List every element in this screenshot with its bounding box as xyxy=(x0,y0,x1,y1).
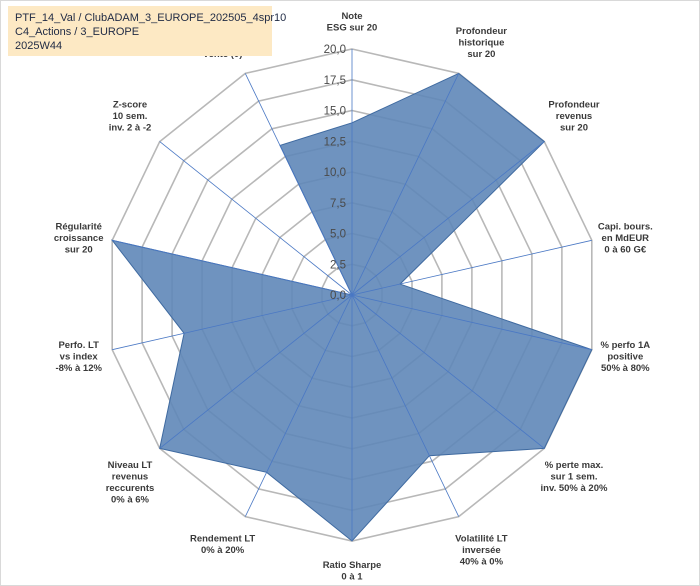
axis-label: Ratio Sharpe 0 à 1 xyxy=(323,560,382,583)
axis-label-line: Z-score xyxy=(113,100,147,111)
axis-label-line: historique xyxy=(458,37,504,48)
axis-label-line: ESG sur 20 xyxy=(327,23,378,34)
axis-label-line: 50% à 80% xyxy=(601,363,650,374)
radar-spoke xyxy=(159,294,353,449)
radar-spoke xyxy=(351,239,592,296)
axis-label-line: positive xyxy=(607,351,643,362)
radar-spoke xyxy=(351,294,460,517)
radial-tick-label: 5,0 xyxy=(330,229,346,241)
axis-label-line: sur 20 xyxy=(65,245,93,256)
axis-label-line: en MdEUR xyxy=(602,233,650,244)
axis-label-line: croissance xyxy=(54,233,104,244)
radial-tick-label: 0,0 xyxy=(330,290,346,302)
radar-spoke xyxy=(112,294,353,351)
axis-label: % perte max. sur 1 sem. inv. 50% à 20% xyxy=(541,460,608,494)
axis-label: Régularité croissance sur 20 xyxy=(54,222,104,256)
radial-tick-label: 10,0 xyxy=(324,167,346,179)
axis-label-line: revenus xyxy=(556,111,592,122)
axis-label-line: sur 20 xyxy=(560,123,588,134)
axis-label: Perfo. LT vs index -8% à 12% xyxy=(55,340,102,374)
portfolio-title-box: PTF_14_Val / ClubADAM_3_EUROPE_202505_4s… xyxy=(8,6,286,56)
axis-label-line: Niveau LT xyxy=(108,460,153,471)
axis-label-line: 0% à 20% xyxy=(201,545,245,556)
radial-tick-label: 12,5 xyxy=(324,136,346,148)
axis-label-line: % perfo 1A xyxy=(600,340,650,351)
axis-label: Capi. bours. en MdEUR 0 à 60 G€ xyxy=(598,222,653,256)
axis-label: Rendement LT 0% à 20% xyxy=(190,534,255,557)
axis-label-line: inv. 50% à 20% xyxy=(541,483,608,494)
axis-label-line: 0 à 60 G€ xyxy=(604,245,646,256)
axis-label-line: % perte max. xyxy=(545,460,604,471)
axis-label: Profondeur historique sur 20 xyxy=(456,26,507,60)
radar-spoke xyxy=(351,141,545,296)
axis-label-line: sur 1 sem. xyxy=(551,471,598,482)
axis-label-line: -8% à 12% xyxy=(55,363,102,374)
radial-tick-label: 7,5 xyxy=(330,198,346,210)
portfolio-title-line: PTF_14_Val / ClubADAM_3_EUROPE_202505_4s… xyxy=(15,12,287,24)
axis-label-line: Ratio Sharpe xyxy=(323,560,382,571)
axis-label-line: reccurents xyxy=(106,483,155,494)
axis-label-line: 0% à 6% xyxy=(111,494,150,505)
radar-spokes xyxy=(112,49,592,541)
radar-spoke xyxy=(244,73,353,296)
axis-label: Note ESG sur 20 xyxy=(327,11,378,34)
axis-label-line: 0 à 1 xyxy=(341,572,363,583)
axis-label: Volatilité LT inversée 40% à 0% xyxy=(455,534,508,568)
axis-label-line: inversée xyxy=(462,545,501,556)
axis-label-line: Note xyxy=(341,11,362,22)
axis-label-line: Profondeur xyxy=(456,26,507,37)
radial-tick-label: 2,5 xyxy=(330,259,346,271)
axis-label-line: Profondeur xyxy=(548,100,599,111)
radial-tick-labels: 0,0 2,5 5,0 7,5 10,0 12,5 15,0 17,5 20,0 xyxy=(324,44,346,302)
axis-label-line: vs index xyxy=(60,351,99,362)
axis-label-line: Rendement LT xyxy=(190,534,255,545)
axis-label: % perfo 1A positive 50% à 80% xyxy=(600,340,650,374)
axis-label: Niveau LT revenus reccurents 0% à 6% xyxy=(106,460,155,506)
axis-label-line: 40% à 0% xyxy=(460,557,504,568)
axis-label-line: Perfo. LT xyxy=(58,340,99,351)
radar-spoke xyxy=(112,239,353,296)
axis-label-line: revenus xyxy=(112,471,148,482)
axis-label: Z-score 10 sem. inv. 2 à -2 xyxy=(109,100,152,134)
radial-tick-label: 15,0 xyxy=(324,106,346,118)
axis-label-line: Régularité xyxy=(55,222,101,233)
radial-tick-label: 17,5 xyxy=(324,75,346,87)
radar-spoke xyxy=(159,141,353,296)
radar-spoke xyxy=(351,294,592,351)
portfolio-category-line: C4_Actions / 3_EUROPE xyxy=(15,26,140,38)
radar-spoke xyxy=(351,294,545,449)
axis-label-line: Capi. bours. xyxy=(598,222,653,233)
axis-label-line: inv. 2 à -2 xyxy=(109,123,152,134)
radar-spoke xyxy=(351,73,460,296)
axis-label-line: Volatilité LT xyxy=(455,534,508,545)
axis-label-line: 10 sem. xyxy=(113,111,148,122)
axis-label-line: sur 20 xyxy=(467,49,495,60)
axis-label: Profondeur revenus sur 20 xyxy=(548,100,599,134)
radar-spoke xyxy=(244,294,353,517)
radial-tick-label: 20,0 xyxy=(324,44,346,56)
portfolio-week-line: 2025W44 xyxy=(15,40,63,52)
